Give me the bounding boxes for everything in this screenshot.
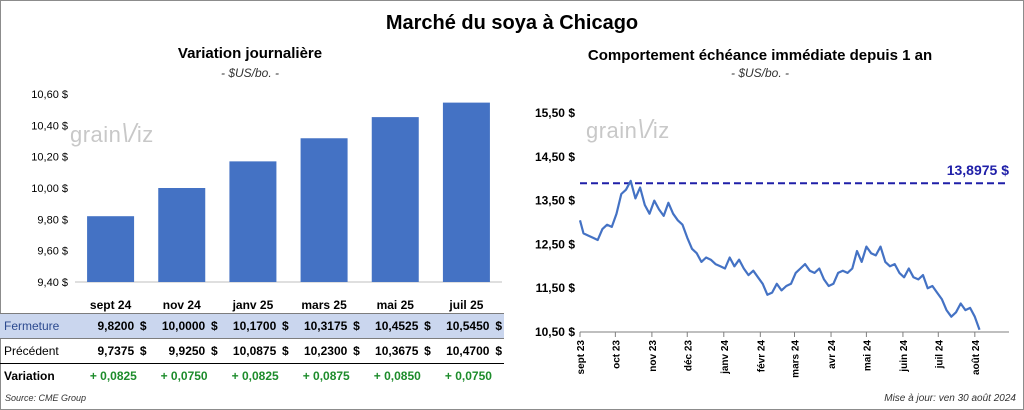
bar-chart: 9,40 $ 9,60 $ 9,80 $ 10,00 $ 10,20 $ 10,40 $ 1…	[31, 89, 502, 312]
x-tick-label: sept 23	[576, 340, 587, 375]
row-label-close: Fermeture	[0, 313, 79, 339]
y-tick-label: 13,50 $	[535, 194, 575, 208]
x-tick-label: nov 23	[648, 340, 659, 372]
currency-sign: $	[276, 338, 291, 364]
left-chart-unit: - $US/bo. -	[220, 66, 280, 80]
bar	[300, 138, 348, 282]
bar	[158, 188, 206, 282]
bar	[442, 102, 490, 282]
x-tick-label: août 24	[971, 340, 982, 375]
x-tick-label: déc 23	[683, 340, 694, 372]
currency-sign: $	[489, 313, 504, 339]
previous-value: 10,4700	[432, 338, 490, 364]
currency-sign: $	[489, 338, 504, 364]
y-tick-label: 14,50 $	[535, 150, 575, 164]
variation-value: + 0,0825	[78, 363, 149, 388]
close-value: 10,5450	[432, 313, 490, 339]
close-value: 10,0000	[148, 313, 206, 339]
close-value: 10,3175	[290, 313, 348, 339]
x-tick-label: oct 23	[611, 340, 622, 369]
y-tick-label: 15,50 $	[535, 106, 575, 120]
source-note: Source: CME Group	[5, 393, 87, 403]
right-watermark: grain\/iz	[586, 114, 670, 145]
currency-sign: $	[418, 338, 433, 364]
update-note: Mise à jour: ven 30 août 2024	[884, 393, 1016, 404]
variation-value: + 0,0825	[219, 363, 291, 388]
series-line	[578, 179, 981, 331]
watermark-suffix: iz	[652, 118, 670, 143]
row-label-previous: Précédent	[0, 338, 79, 364]
page-title: Marché du soya à Chicago	[385, 12, 639, 34]
watermark-text: grain	[586, 118, 638, 143]
variation-value: + 0,0875	[290, 363, 362, 388]
quotes-table: Fermeture 9,8200 $ 10,0000 $ 10,1700 $ 10,3…	[0, 313, 504, 388]
x-tick-label: avr 24	[827, 340, 838, 369]
currency-sign: $	[347, 313, 362, 339]
right-chart-unit: - $US/bo. -	[730, 66, 790, 80]
y-tick-label: 9,40 $	[37, 277, 68, 289]
currency-sign: $	[134, 313, 149, 339]
x-tick-label: janv 24	[720, 340, 731, 375]
close-value: 9,8200	[78, 313, 135, 339]
y-tick-label: 10,20 $	[31, 152, 68, 164]
variation-value: + 0,0750	[432, 363, 504, 388]
bar	[371, 117, 419, 282]
previous-value: 9,9250	[148, 338, 206, 364]
x-tick-label: nov 24	[163, 298, 201, 312]
x-tick-label: juil 24	[934, 340, 945, 370]
x-tick-label: mai 25	[377, 298, 415, 312]
watermark-suffix: iz	[136, 122, 154, 147]
x-tick-label: sept 24	[90, 298, 132, 312]
right-chart-title: Comportement échéance immédiate depuis 1…	[587, 47, 933, 64]
table-row-previous: Précédent 9,7375 $ 9,9250 $ 10,0875 $ 10,23…	[0, 338, 504, 364]
left-watermark: grain\/iz	[70, 118, 154, 149]
close-value: 10,4525	[361, 313, 419, 339]
previous-value: 10,3675	[361, 338, 419, 364]
reference-label: 13,8975 $	[947, 162, 1009, 178]
x-tick-label: févr 24	[756, 340, 767, 373]
watermark-slash-icon: \/	[637, 114, 653, 144]
table-row-close: Fermeture 9,8200 $ 10,0000 $ 10,1700 $ 10,3…	[0, 313, 504, 339]
currency-sign: $	[418, 313, 433, 339]
x-tick-label: mars 25	[301, 298, 347, 312]
previous-value: 10,0875	[219, 338, 277, 364]
x-tick-label: juin 24	[899, 340, 910, 373]
watermark-text: grain	[70, 122, 122, 147]
currency-sign: $	[134, 338, 149, 364]
y-tick-label: 10,60 $	[31, 89, 68, 101]
currency-sign: $	[347, 338, 362, 364]
y-tick-label: 10,00 $	[31, 183, 68, 195]
left-chart-title: Variation journalière	[177, 45, 323, 62]
table-row-variation: Variation + 0,0825 + 0,0750 + 0,0825 + 0…	[0, 363, 504, 388]
row-label-variation: Variation	[0, 363, 79, 388]
x-tick-label: mars 24	[791, 340, 802, 378]
currency-sign: $	[276, 313, 291, 339]
y-tick-label: 12,50 $	[535, 237, 575, 251]
bar	[87, 216, 135, 282]
currency-sign: $	[205, 338, 220, 364]
previous-value: 10,2300	[290, 338, 348, 364]
close-value: 10,1700	[219, 313, 277, 339]
x-tick-label: janv 25	[232, 298, 274, 312]
variation-value: + 0,0750	[148, 363, 220, 388]
bar	[229, 161, 277, 282]
currency-sign: $	[205, 313, 220, 339]
line-chart: 10,50 $ 11,50 $ 12,50 $ 13,50 $ 14,50 $ 15,50…	[535, 106, 1009, 378]
y-tick-label: 11,50 $	[536, 281, 576, 295]
previous-value: 9,7375	[78, 338, 135, 364]
y-tick-label: 10,50 $	[535, 325, 575, 339]
watermark-slash-icon: \/	[121, 118, 137, 148]
x-tick-label: mai 24	[862, 340, 873, 372]
x-tick-label: juil 25	[448, 298, 483, 312]
y-tick-label: 10,40 $	[31, 120, 68, 132]
variation-value: + 0,0850	[361, 363, 433, 388]
y-tick-label: 9,80 $	[37, 214, 68, 226]
y-tick-label: 9,60 $	[37, 246, 68, 258]
